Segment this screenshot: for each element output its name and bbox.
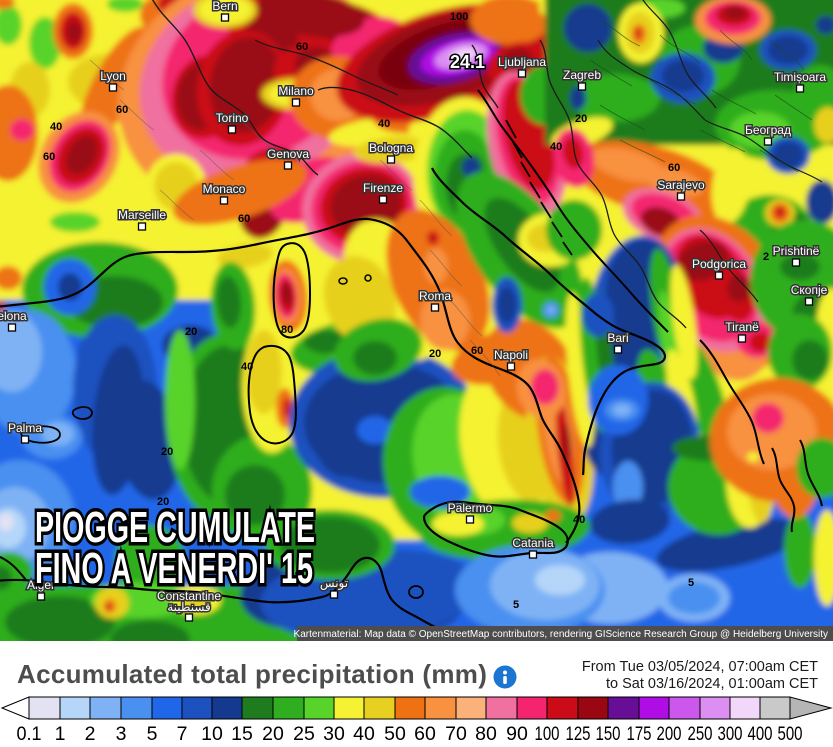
svg-text:250: 250 bbox=[688, 723, 713, 745]
svg-text:50: 50 bbox=[384, 723, 406, 745]
svg-text:Скопје: Скопје bbox=[791, 283, 828, 297]
svg-text:0.1: 0.1 bbox=[17, 723, 42, 745]
svg-text:40: 40 bbox=[353, 723, 375, 745]
svg-text:60: 60 bbox=[296, 41, 308, 53]
svg-text:20: 20 bbox=[575, 113, 587, 125]
svg-text:Palma: Palma bbox=[8, 421, 42, 435]
svg-text:قسنطينة: قسنطينة bbox=[167, 600, 211, 614]
svg-text:Bologna: Bologna bbox=[369, 141, 413, 155]
svg-text:Tiranë: Tiranë bbox=[725, 320, 759, 334]
svg-text:Zagreb: Zagreb bbox=[563, 68, 601, 82]
svg-text:Torino: Torino bbox=[216, 111, 249, 125]
svg-text:Napoli: Napoli bbox=[494, 348, 528, 362]
svg-text:500: 500 bbox=[778, 723, 803, 745]
svg-text:40: 40 bbox=[550, 141, 562, 153]
svg-text:300: 300 bbox=[718, 723, 743, 745]
svg-text:5: 5 bbox=[147, 723, 158, 745]
svg-text:20: 20 bbox=[157, 496, 169, 508]
svg-text:Milano: Milano bbox=[278, 84, 314, 98]
svg-text:100: 100 bbox=[535, 723, 560, 745]
svg-text:5: 5 bbox=[513, 599, 519, 611]
svg-text:20: 20 bbox=[429, 348, 441, 360]
svg-text:Catania: Catania bbox=[512, 536, 554, 550]
svg-text:Ljubljana: Ljubljana bbox=[498, 55, 546, 69]
svg-text:60: 60 bbox=[238, 213, 250, 225]
svg-text:Bern: Bern bbox=[212, 0, 237, 13]
svg-text:Timișoara: Timișoara bbox=[774, 70, 827, 84]
svg-text:Alger: Alger bbox=[27, 578, 55, 592]
svg-text:60: 60 bbox=[668, 162, 680, 174]
svg-text:تونس: تونس bbox=[320, 576, 348, 590]
svg-text:10: 10 bbox=[201, 723, 223, 745]
svg-text:400: 400 bbox=[748, 723, 773, 745]
svg-text:80: 80 bbox=[475, 723, 497, 745]
svg-text:Palermo: Palermo bbox=[448, 501, 493, 515]
svg-text:20: 20 bbox=[262, 723, 284, 745]
svg-text:Bari: Bari bbox=[607, 331, 628, 345]
svg-text:20: 20 bbox=[161, 446, 173, 458]
svg-text:Sarajevo: Sarajevo bbox=[657, 178, 705, 192]
svg-text:125: 125 bbox=[566, 723, 591, 745]
svg-text:5: 5 bbox=[688, 577, 694, 589]
svg-text:elona: elona bbox=[0, 309, 27, 323]
svg-text:FINO A VENERDI' 15: FINO A VENERDI' 15 bbox=[35, 544, 313, 593]
svg-text:20: 20 bbox=[185, 326, 197, 338]
svg-text:Constantine: Constantine bbox=[157, 589, 221, 603]
svg-text:60: 60 bbox=[471, 345, 483, 357]
svg-text:Prishtinë: Prishtinë bbox=[773, 244, 820, 258]
svg-text:60: 60 bbox=[414, 723, 436, 745]
svg-text:40: 40 bbox=[241, 361, 253, 373]
svg-text:PIOGGE CUMULATE: PIOGGE CUMULATE bbox=[35, 503, 315, 552]
svg-text:Marseille: Marseille bbox=[118, 208, 166, 222]
svg-text:24.1: 24.1 bbox=[450, 52, 485, 72]
svg-text:Firenze: Firenze bbox=[363, 181, 403, 195]
svg-text:80: 80 bbox=[281, 324, 293, 336]
svg-text:175: 175 bbox=[627, 723, 652, 745]
svg-text:40: 40 bbox=[378, 118, 390, 130]
svg-text:60: 60 bbox=[43, 151, 55, 163]
svg-text:60: 60 bbox=[116, 104, 128, 116]
svg-text:40: 40 bbox=[573, 514, 585, 526]
svg-text:Lyon: Lyon bbox=[100, 69, 126, 83]
svg-text:150: 150 bbox=[596, 723, 621, 745]
svg-text:7: 7 bbox=[177, 723, 188, 745]
svg-text:Roma: Roma bbox=[419, 289, 451, 303]
svg-text:30: 30 bbox=[323, 723, 345, 745]
svg-text:2: 2 bbox=[85, 723, 96, 745]
svg-text:Monaco: Monaco bbox=[203, 182, 246, 196]
svg-text:Podgorica: Podgorica bbox=[692, 257, 746, 271]
svg-text:25: 25 bbox=[293, 723, 315, 745]
svg-text:200: 200 bbox=[657, 723, 682, 745]
svg-text:100: 100 bbox=[450, 11, 468, 23]
svg-text:1: 1 bbox=[55, 723, 66, 745]
svg-text:90: 90 bbox=[506, 723, 528, 745]
svg-text:Kartenmaterial: Map data © Ope: Kartenmaterial: Map data © OpenStreetMap… bbox=[294, 629, 828, 640]
svg-text:2: 2 bbox=[763, 251, 769, 263]
svg-text:Београд: Београд bbox=[745, 123, 791, 137]
svg-text:Genova: Genova bbox=[267, 147, 309, 161]
svg-text:40: 40 bbox=[50, 121, 62, 133]
svg-text:3: 3 bbox=[116, 723, 127, 745]
svg-text:15: 15 bbox=[231, 723, 253, 745]
svg-text:70: 70 bbox=[445, 723, 467, 745]
